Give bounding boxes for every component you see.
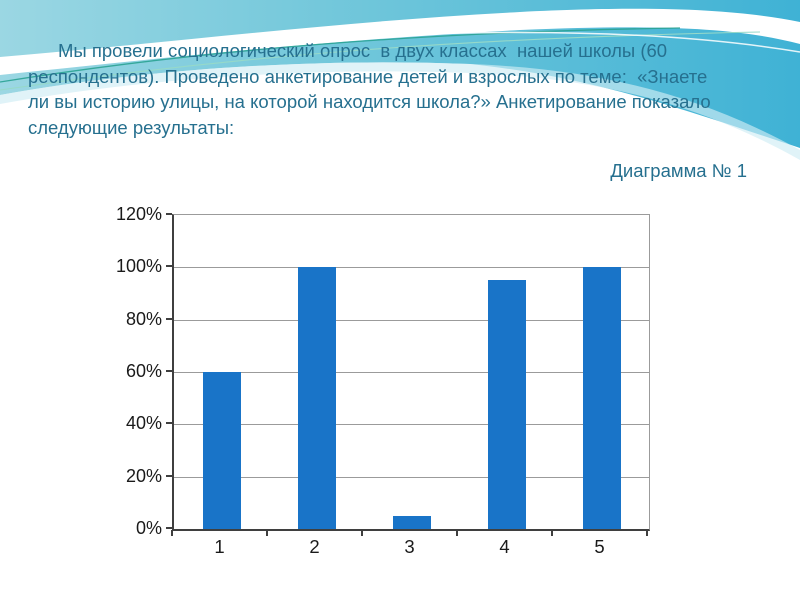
bar-chart: 0% 20% 40% 60% 80% 100% 120% 1 2 3 4 5 xyxy=(100,195,680,580)
y-axis-tick xyxy=(166,317,172,320)
y-axis-tick xyxy=(166,213,172,215)
x-axis-tick-label: 3 xyxy=(404,536,415,557)
y-axis-tick xyxy=(166,527,172,529)
x-axis-tick xyxy=(551,530,553,536)
y-axis-tick xyxy=(166,422,172,425)
y-axis-tick-label: 40% xyxy=(125,413,162,434)
header-wave-decoration xyxy=(0,0,800,161)
y-axis-tick-label: 100% xyxy=(115,256,162,277)
y-axis-tick-label: 80% xyxy=(125,308,162,329)
bar-category-5 xyxy=(582,267,621,529)
x-axis-tick-label: 5 xyxy=(594,536,605,557)
x-axis-tick xyxy=(646,530,648,536)
y-axis-tick-label: 0% xyxy=(135,518,162,538)
intro-paragraph: Мы провели социологический опрос в двух … xyxy=(28,38,711,140)
bar-category-2 xyxy=(297,267,336,529)
gridline xyxy=(174,424,649,426)
x-axis-tick xyxy=(361,530,363,536)
y-axis-tick xyxy=(166,265,172,268)
bar-category-3 xyxy=(392,515,431,529)
x-axis-tick-label: 2 xyxy=(309,536,320,557)
y-axis-tick-label: 60% xyxy=(125,361,162,381)
gridline xyxy=(174,476,649,478)
bar-category-4 xyxy=(487,280,526,529)
gridline xyxy=(174,267,649,269)
y-axis-tick-label: 120% xyxy=(115,204,162,224)
x-axis-tick-label: 1 xyxy=(214,536,225,557)
x-axis-tick-label: 4 xyxy=(499,536,510,557)
x-axis-tick xyxy=(456,530,458,536)
paragraph-line: следующие результаты: xyxy=(28,116,235,138)
x-axis-tick xyxy=(171,530,173,536)
paragraph-line: ли вы историю улицы, на которой находитс… xyxy=(28,91,711,112)
y-axis-tick-label: 20% xyxy=(125,465,162,486)
gridline xyxy=(174,372,649,373)
paragraph-line: респондентов). Проведено анкетирование д… xyxy=(28,65,708,87)
y-axis-tick xyxy=(166,474,172,477)
gridline xyxy=(174,319,649,321)
paragraph-line: Мы провели социологический опрос в двух … xyxy=(58,40,668,61)
chart-caption: Диаграмма № 1 xyxy=(610,160,747,181)
x-axis-tick xyxy=(266,530,268,536)
y-axis-tick xyxy=(166,370,172,372)
bar-category-1 xyxy=(202,372,241,529)
plot-area xyxy=(172,214,650,531)
